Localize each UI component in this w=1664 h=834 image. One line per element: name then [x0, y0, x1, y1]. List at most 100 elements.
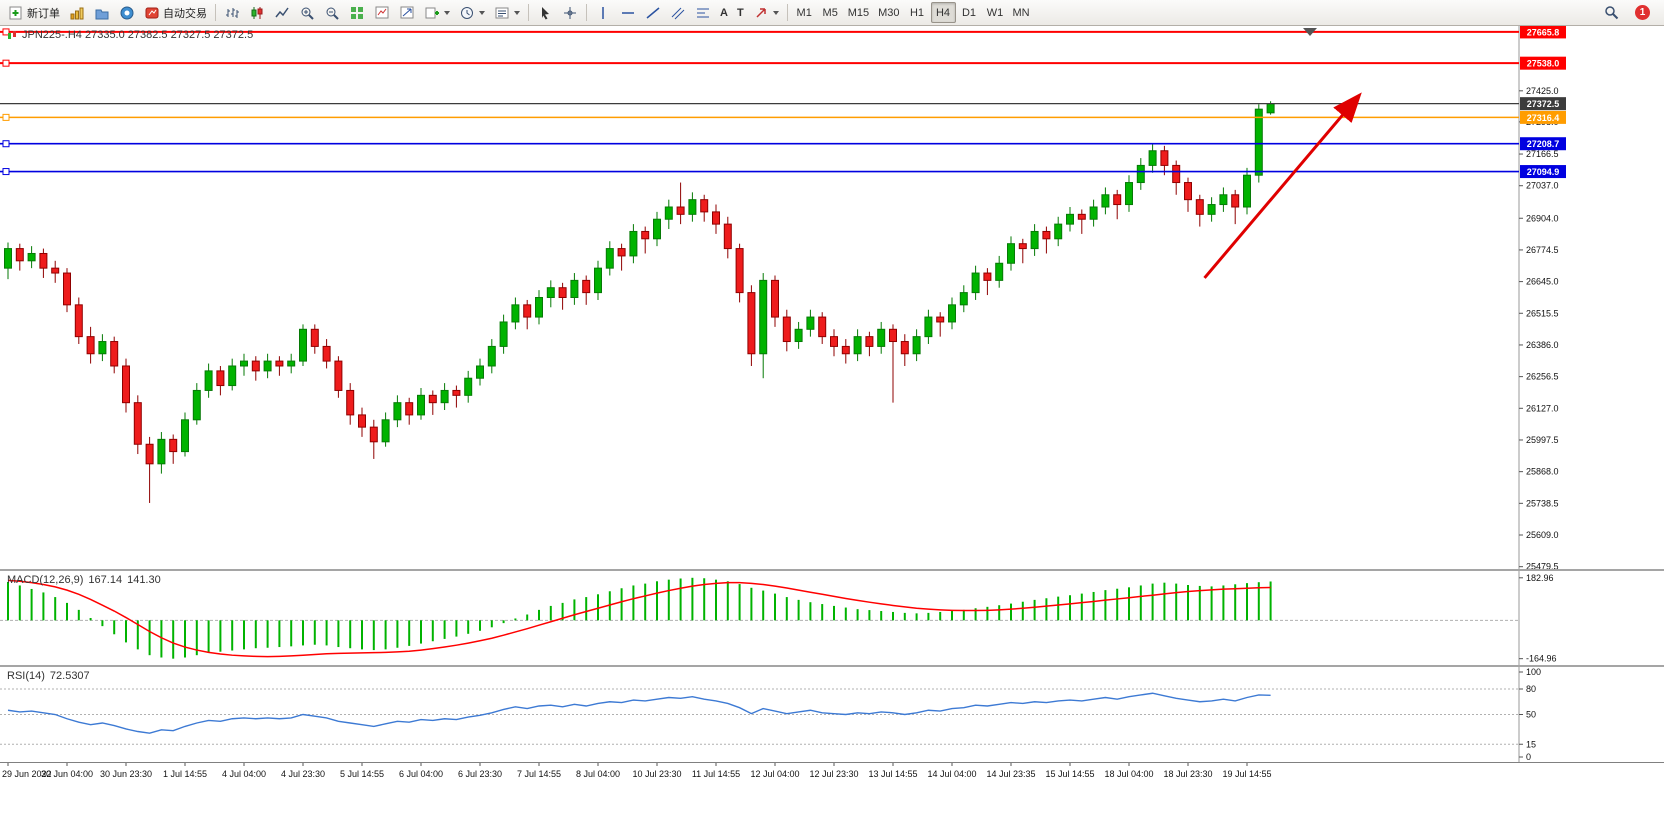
svg-text:11 Jul 14:55: 11 Jul 14:55	[692, 769, 740, 779]
new-chart-button[interactable]	[65, 2, 89, 23]
crosshair-icon	[562, 5, 578, 20]
macd-indicator[interactable]: 182.96 -164.96	[0, 571, 1664, 665]
gold-bars-icon	[69, 5, 85, 20]
candlestick-chart[interactable]: 27425.027298.027166.527037.026904.026774…	[0, 26, 1664, 569]
autotrading-label: 自动交易	[163, 7, 207, 20]
search-button[interactable]	[1599, 2, 1623, 23]
notifications-button[interactable]: 1	[1631, 2, 1654, 23]
autotrading-icon	[144, 5, 160, 20]
arrows-button[interactable]	[749, 2, 783, 23]
svg-text:5 Jul 14:55: 5 Jul 14:55	[340, 769, 384, 779]
svg-text:8 Jul 04:00: 8 Jul 04:00	[576, 769, 620, 779]
timeframe-mn-button[interactable]: MN	[1009, 2, 1034, 23]
svg-text:-164.96: -164.96	[1526, 654, 1557, 664]
text-tool-label: A	[720, 6, 728, 19]
cursor-button[interactable]	[533, 2, 557, 23]
horizontal-line-button[interactable]	[616, 2, 640, 23]
vertical-line-button[interactable]	[591, 2, 615, 23]
templates-button[interactable]	[490, 2, 524, 23]
horizontal-line-icon	[620, 5, 636, 20]
svg-text:26904.0: 26904.0	[1526, 213, 1559, 223]
line-chart-button[interactable]	[270, 2, 294, 23]
folder-icon	[94, 5, 110, 20]
dropdown-caret-icon	[444, 10, 450, 15]
svg-text:14 Jul 23:35: 14 Jul 23:35	[986, 769, 1035, 779]
indicators-window-button[interactable]	[370, 2, 394, 23]
toolbar-separator	[786, 4, 788, 21]
cursor-arrow-icon	[537, 5, 553, 20]
svg-text:30 Jun 04:00: 30 Jun 04:00	[41, 769, 93, 779]
dropdown-caret-icon	[772, 10, 779, 15]
dropdown-caret-icon	[479, 10, 485, 15]
objects-list-button[interactable]	[395, 2, 419, 23]
svg-text:26774.5: 26774.5	[1526, 245, 1559, 255]
svg-text:19 Jul 14:55: 19 Jul 14:55	[1222, 769, 1271, 779]
label-tool-label: T	[736, 6, 744, 19]
svg-text:4 Jul 23:30: 4 Jul 23:30	[281, 769, 325, 779]
fibonacci-button[interactable]	[691, 2, 715, 23]
timeframe-label: M5	[822, 6, 838, 19]
plus-chart-icon	[424, 5, 440, 20]
template-icon	[494, 5, 510, 20]
new-order-button[interactable]: 新订单	[4, 2, 64, 23]
timeframe-label: D1	[961, 6, 977, 19]
pane-splitter[interactable]	[0, 569, 1664, 571]
tile-windows-button[interactable]	[345, 2, 369, 23]
crosshair-button[interactable]	[558, 2, 582, 23]
chart-shift-marker	[1303, 28, 1317, 36]
svg-text:100: 100	[1526, 667, 1541, 677]
text-label-button[interactable]: T	[733, 2, 748, 23]
timeframe-d1-button[interactable]: D1	[957, 2, 982, 23]
svg-text:182.96: 182.96	[1526, 573, 1554, 583]
equidistant-channel-button[interactable]	[666, 2, 690, 23]
zoom-in-button[interactable]	[295, 2, 319, 23]
timeframe-m30-button[interactable]: M30	[874, 2, 903, 23]
zoom-out-button[interactable]	[320, 2, 344, 23]
vertical-line-icon	[595, 5, 611, 20]
timeframe-h4-button[interactable]: H4	[930, 2, 956, 23]
candlestick-chart-button[interactable]	[245, 2, 269, 23]
pane-splitter[interactable]	[0, 665, 1664, 667]
line-chart-icon	[274, 5, 290, 20]
timeframe-m15-button[interactable]: M15	[844, 2, 873, 23]
timeframe-label: W1	[986, 6, 1004, 19]
bar-chart-icon	[224, 5, 240, 20]
text-button[interactable]: A	[716, 2, 732, 23]
svg-text:25479.5: 25479.5	[1526, 562, 1559, 569]
trendline-icon	[645, 5, 661, 20]
svg-text:27316.4: 27316.4	[1527, 113, 1560, 123]
timeframe-h1-button[interactable]: H1	[905, 2, 930, 23]
timeframe-w1-button[interactable]: W1	[983, 2, 1008, 23]
trend-arrow-annotation	[1203, 92, 1362, 279]
arrow-tool-icon	[753, 5, 769, 20]
rsi-indicator[interactable]: 100 80 50 15 0	[0, 667, 1664, 762]
new-order-icon	[8, 5, 24, 20]
dropdown-caret-icon	[514, 10, 520, 15]
trendline-button[interactable]	[641, 2, 665, 23]
svg-text:1 Jul 14:55: 1 Jul 14:55	[163, 769, 207, 779]
svg-text:27037.0: 27037.0	[1526, 181, 1559, 191]
timeframe-m5-button[interactable]: M5	[818, 2, 843, 23]
periods-button[interactable]	[455, 2, 489, 23]
grid-icon	[349, 5, 365, 20]
toolbar-right-group: 1	[1599, 2, 1660, 23]
svg-text:15: 15	[1526, 739, 1536, 749]
indicator-chart-icon	[374, 5, 390, 20]
svg-text:4 Jul 04:00: 4 Jul 04:00	[222, 769, 266, 779]
autotrading-button[interactable]: 自动交易	[140, 2, 211, 23]
chart-window: 27425.027298.027166.527037.026904.026774…	[0, 26, 1664, 834]
svg-text:26386.0: 26386.0	[1526, 340, 1559, 350]
bar-chart-button[interactable]	[220, 2, 244, 23]
profiles-button[interactable]	[90, 2, 114, 23]
community-button[interactable]	[115, 2, 139, 23]
svg-text:27094.9: 27094.9	[1527, 167, 1560, 177]
timeframe-m1-button[interactable]: M1	[792, 2, 817, 23]
zoom-out-icon	[324, 5, 340, 20]
globe-icon	[119, 5, 135, 20]
add-indicator-button[interactable]	[420, 2, 454, 23]
svg-text:18 Jul 04:00: 18 Jul 04:00	[1104, 769, 1153, 779]
time-axis[interactable]: 29 Jun 2022 30 Jun 04:00 30 Jun 23:30 1 Jul…	[0, 762, 1664, 790]
clock-icon	[459, 5, 475, 20]
